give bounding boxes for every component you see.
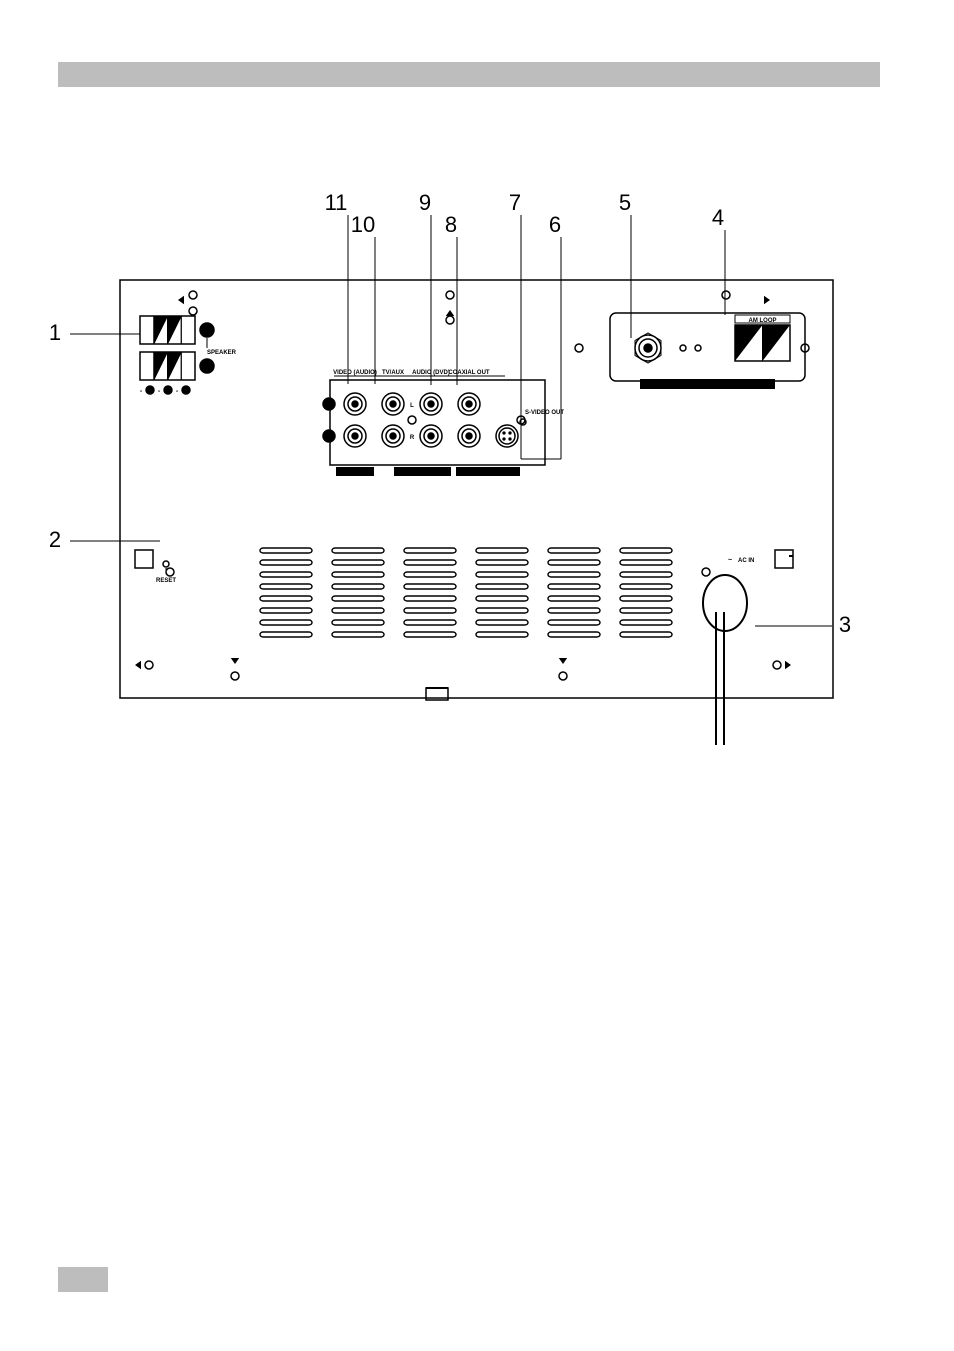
svg-text:L: L	[410, 403, 414, 409]
svg-text:-: -	[158, 388, 161, 395]
svg-text:2: 2	[49, 527, 61, 552]
svg-text:3: 3	[839, 612, 851, 637]
svg-text:AM LOOP: AM LOOP	[749, 318, 777, 324]
svg-text:SPEAKER: SPEAKER	[207, 350, 237, 356]
rear-panel-diagram: 1 2 3 4 5 6 7 89 1011 + – - - - SPEAKER RESET VIDEO (AUD…	[0, 0, 954, 1351]
svg-text:6: 6	[549, 212, 561, 237]
svg-text:AUDIO (DVD): AUDIO (DVD)	[412, 370, 450, 376]
svg-text:–: –	[205, 364, 209, 371]
svg-text:1: 1	[49, 320, 61, 345]
svg-text:AC IN: AC IN	[738, 558, 754, 564]
svg-text:+: +	[205, 328, 209, 335]
svg-text:R: R	[327, 435, 332, 441]
svg-text:5: 5	[619, 190, 631, 215]
svg-text:9: 9	[419, 190, 431, 215]
svg-text:-: -	[140, 388, 143, 395]
svg-text:COAXIAL OUT: COAXIAL OUT	[448, 370, 490, 376]
svg-text:TV/AUX: TV/AUX	[382, 370, 404, 376]
svg-text:4: 4	[712, 205, 724, 230]
svg-text:~: ~	[728, 557, 732, 564]
svg-text:8: 8	[445, 212, 457, 237]
svg-text:VIDEO (AUDIO): VIDEO (AUDIO)	[333, 370, 377, 376]
svg-text:OUTPUT: OUTPUT	[419, 470, 444, 476]
svg-text:RESET: RESET	[156, 578, 176, 584]
svg-text:10: 10	[351, 212, 375, 237]
svg-text:-: -	[176, 388, 179, 395]
svg-text:ANTENNA: ANTENNA	[690, 382, 724, 389]
svg-text:INPUT: INPUT	[346, 470, 364, 476]
svg-text:7: 7	[509, 190, 521, 215]
svg-text:S-VIDEO OUT: S-VIDEO OUT	[525, 410, 564, 416]
svg-text:VIDEO OUTPUT: VIDEO OUTPUT	[465, 470, 510, 476]
svg-text:L: L	[327, 403, 331, 409]
svg-text:R: R	[410, 435, 415, 441]
svg-text:11: 11	[325, 190, 348, 215]
